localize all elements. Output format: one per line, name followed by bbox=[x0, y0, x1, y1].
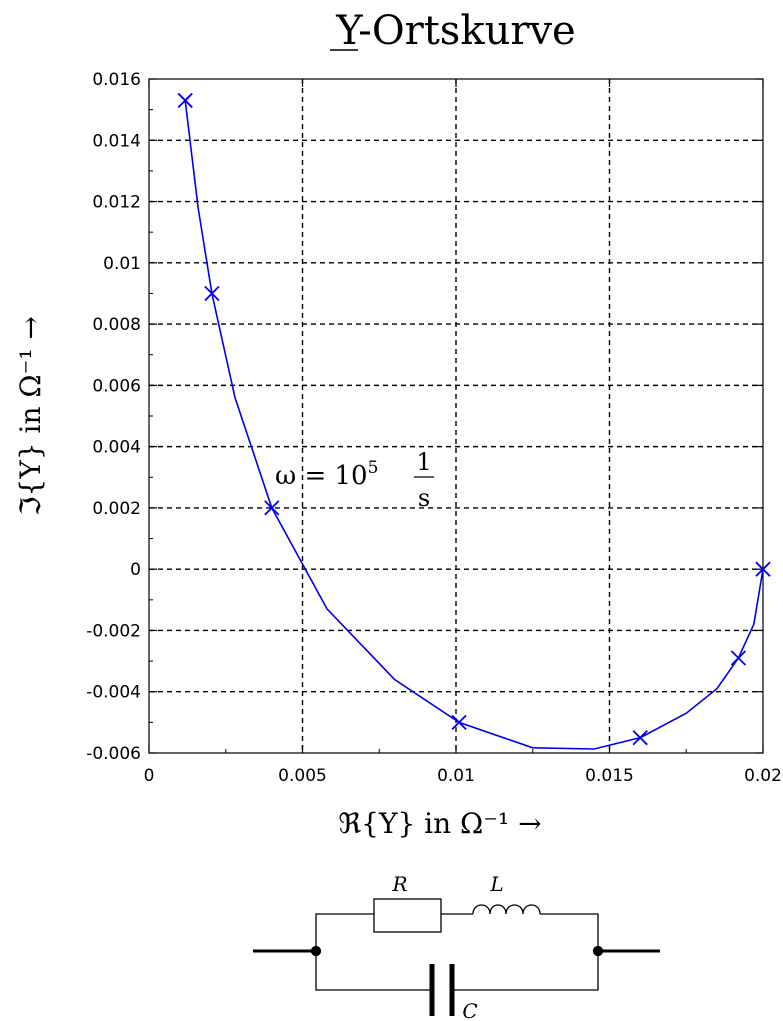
y-tick-label: 0.006 bbox=[92, 376, 141, 396]
marker-stroke bbox=[264, 500, 280, 516]
series-line bbox=[184, 100, 764, 750]
annotation-lhs-text: ω = 10 bbox=[275, 461, 368, 491]
y-tick-label: -0.004 bbox=[86, 683, 141, 703]
marker-stroke bbox=[451, 714, 467, 731]
resistor bbox=[373, 898, 442, 933]
marker-stroke bbox=[755, 561, 771, 577]
y-tick-labels: 0.016 0.014 0.012 0.01 0.008 0.006 0.004 0.002 0… bbox=[86, 70, 141, 764]
x-tick-label: 0.005 bbox=[278, 766, 327, 786]
y-tick-label: 0.004 bbox=[92, 438, 141, 458]
x-tick-label: 0.015 bbox=[585, 766, 634, 786]
resistor-label: R bbox=[391, 872, 407, 896]
bottom-branch-right-wire bbox=[452, 951, 599, 991]
data-point-marker bbox=[755, 561, 771, 577]
y-tick-label: 0 bbox=[130, 560, 141, 580]
series bbox=[184, 100, 764, 750]
data-point-marker bbox=[264, 500, 280, 516]
data-point-marker bbox=[632, 730, 648, 746]
inductor-label: L bbox=[489, 872, 503, 896]
annotation-numerator: 1 bbox=[416, 448, 431, 476]
data-point-marker bbox=[730, 650, 747, 666]
data-point-marker bbox=[177, 92, 193, 109]
y-tick-label: 0.012 bbox=[92, 193, 141, 213]
marker-stroke bbox=[204, 285, 220, 302]
y-tick-label: 0.01 bbox=[103, 254, 141, 274]
x-tick-label: 0.02 bbox=[744, 766, 782, 786]
top-branch-right-wire bbox=[540, 913, 599, 951]
inductor bbox=[472, 904, 541, 915]
y-tick-label: -0.006 bbox=[86, 744, 141, 764]
y-tick-label: 0.008 bbox=[92, 315, 141, 335]
y-axis-label: ℑ{Y} in Ω⁻¹ → bbox=[14, 316, 47, 516]
y-tick-label: 0.014 bbox=[92, 131, 141, 151]
circuit-diagram bbox=[253, 898, 660, 1016]
data-point-marker bbox=[204, 285, 220, 302]
title-rest-part: -Ortskurve bbox=[358, 8, 575, 54]
y-tick-label: 0.016 bbox=[92, 70, 141, 90]
y-tick-label: -0.002 bbox=[86, 621, 141, 641]
chart-title: Y-Ortskurve bbox=[335, 8, 575, 54]
marker-stroke bbox=[177, 92, 193, 109]
annotation-denominator: s bbox=[418, 484, 430, 512]
annotation-lhs: ω = 105 bbox=[275, 458, 378, 491]
series-markers bbox=[177, 92, 771, 746]
annotation-exponent: 5 bbox=[368, 458, 379, 478]
data-point-marker bbox=[451, 714, 467, 731]
x-axis-label: ℜ{Y} in Ω⁻¹ → bbox=[338, 807, 541, 840]
y-tick-label: 0.002 bbox=[92, 499, 141, 519]
marker-stroke bbox=[632, 730, 648, 746]
marker-stroke bbox=[730, 650, 747, 666]
x-tick-label: 0 bbox=[144, 766, 155, 786]
x-tick-labels: 0 0.005 0.01 0.015 0.02 bbox=[144, 766, 782, 786]
grid bbox=[149, 79, 763, 753]
top-branch-left-wire bbox=[315, 913, 374, 951]
omega-annotation: ω = 105 1 s bbox=[275, 448, 434, 512]
x-tick-label: 0.01 bbox=[437, 766, 475, 786]
axis-ticks bbox=[148, 78, 764, 754]
bottom-branch-left-wire bbox=[315, 951, 432, 991]
capacitor-label: C bbox=[462, 999, 477, 1021]
